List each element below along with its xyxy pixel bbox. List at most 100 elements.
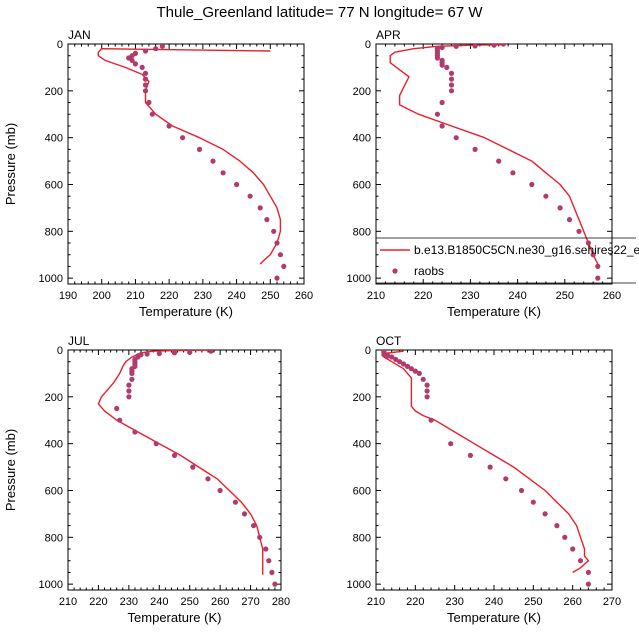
x-tick-label: 270 — [241, 596, 259, 608]
y-tick-label: 200 — [353, 86, 371, 98]
raobs-point — [557, 205, 563, 211]
raobs-point — [404, 363, 411, 369]
panel-title: OCT — [376, 334, 402, 348]
plot-frame — [67, 349, 282, 591]
y-tick-label: 400 — [353, 439, 371, 451]
y-tick-label: 0 — [365, 345, 371, 357]
y-tick-label: 200 — [353, 392, 371, 404]
raobs-point — [166, 123, 172, 129]
model-line — [97, 350, 264, 575]
raobs-point — [416, 370, 422, 376]
raobs-point — [496, 158, 502, 164]
y-tick-label: 1000 — [347, 273, 371, 285]
raobs-point — [114, 405, 120, 412]
raobs-point — [542, 511, 548, 517]
model-line — [383, 350, 590, 574]
raobs-point — [220, 170, 226, 176]
x-tick-label: 220 — [89, 596, 107, 608]
raobs-point — [590, 252, 596, 258]
model-line — [97, 48, 282, 265]
raobs-point — [529, 181, 535, 188]
raobs-point — [439, 44, 445, 51]
raobs-point — [234, 181, 240, 188]
raobs-point — [439, 123, 445, 129]
raobs-point — [448, 88, 455, 94]
raobs-point — [269, 569, 275, 576]
raobs-point — [271, 228, 277, 234]
y-tick-label: 800 — [45, 532, 63, 544]
raobs-point — [149, 111, 155, 117]
legend-entry-model: b.e13.B1850C5CN.ne30_g16.sehires22_e — [414, 243, 639, 257]
y-tick-label: 400 — [45, 439, 63, 451]
raobs-point — [448, 82, 455, 88]
raobs-point — [142, 48, 149, 54]
raobs-point — [142, 88, 149, 94]
raobs-point — [412, 368, 418, 374]
raobs-point — [196, 146, 203, 152]
raobs-point — [389, 354, 395, 360]
raobs-point — [491, 44, 497, 48]
x-tick-label: 250 — [261, 290, 279, 302]
raobs-point — [448, 76, 455, 82]
raobs-point — [566, 217, 573, 223]
y-tick-label: 400 — [45, 133, 63, 145]
y-axis-label: Pressure (mb) — [3, 429, 18, 511]
plot-area — [389, 44, 601, 281]
raobs-point — [257, 534, 263, 540]
x-tick-label: 240 — [227, 290, 245, 302]
x-tick-label: 230 — [461, 290, 479, 302]
raobs-point — [171, 452, 178, 458]
raobs-point — [595, 263, 601, 269]
raobs-point — [264, 217, 270, 223]
raobs-point — [251, 523, 257, 529]
raobs-point — [424, 394, 430, 400]
raobs-point — [129, 376, 135, 382]
raobs-point — [518, 487, 525, 494]
x-tick-label: 250 — [556, 290, 574, 302]
raobs-point — [247, 193, 253, 199]
raobs-point — [281, 263, 287, 269]
raobs-point — [595, 275, 601, 281]
raobs-point — [562, 534, 568, 540]
raobs-point — [263, 546, 269, 552]
y-tick-label: 1000 — [347, 579, 371, 591]
y-tick-label: 600 — [353, 485, 371, 497]
raobs-point — [232, 499, 238, 505]
y-tick-label: 800 — [353, 226, 371, 238]
raobs-point — [424, 388, 430, 394]
x-tick-label: 210 — [126, 290, 144, 302]
x-tick-label: 230 — [120, 596, 138, 608]
x-tick-label: 240 — [150, 596, 168, 608]
legend: b.e13.B1850C5CN.ne30_g16.sehires22_eraob… — [376, 237, 639, 284]
raobs-point — [274, 240, 280, 246]
raobs-point — [420, 376, 426, 382]
raobs-point — [117, 417, 123, 423]
raobs-point — [126, 382, 132, 388]
raobs-point — [585, 240, 592, 246]
raobs-point — [576, 228, 582, 234]
y-tick-label: 600 — [353, 179, 371, 191]
raobs-point — [272, 581, 278, 587]
raobs-point — [393, 356, 399, 362]
x-tick-label: 220 — [414, 290, 432, 302]
y-tick-label: 400 — [353, 133, 371, 145]
y-axis-label: Pressure (mb) — [3, 123, 18, 205]
raobs-point — [257, 205, 263, 211]
raobs-point — [142, 76, 149, 82]
y-tick-label: 1000 — [39, 579, 63, 591]
raobs-point — [434, 111, 440, 117]
raobs-point — [434, 55, 440, 61]
x-tick-label: 250 — [181, 596, 199, 608]
raobs-point — [472, 44, 478, 49]
panel-title: JUL — [68, 334, 90, 348]
y-tick-label: 800 — [45, 226, 63, 238]
raobs-point — [487, 464, 493, 470]
y-tick-label: 800 — [353, 532, 371, 544]
raobs-point — [472, 146, 478, 152]
raobs-point — [453, 44, 459, 49]
raobs-point — [448, 70, 455, 76]
y-tick-label: 200 — [45, 392, 63, 404]
y-tick-label: 600 — [45, 485, 63, 497]
raobs-point — [126, 394, 132, 400]
